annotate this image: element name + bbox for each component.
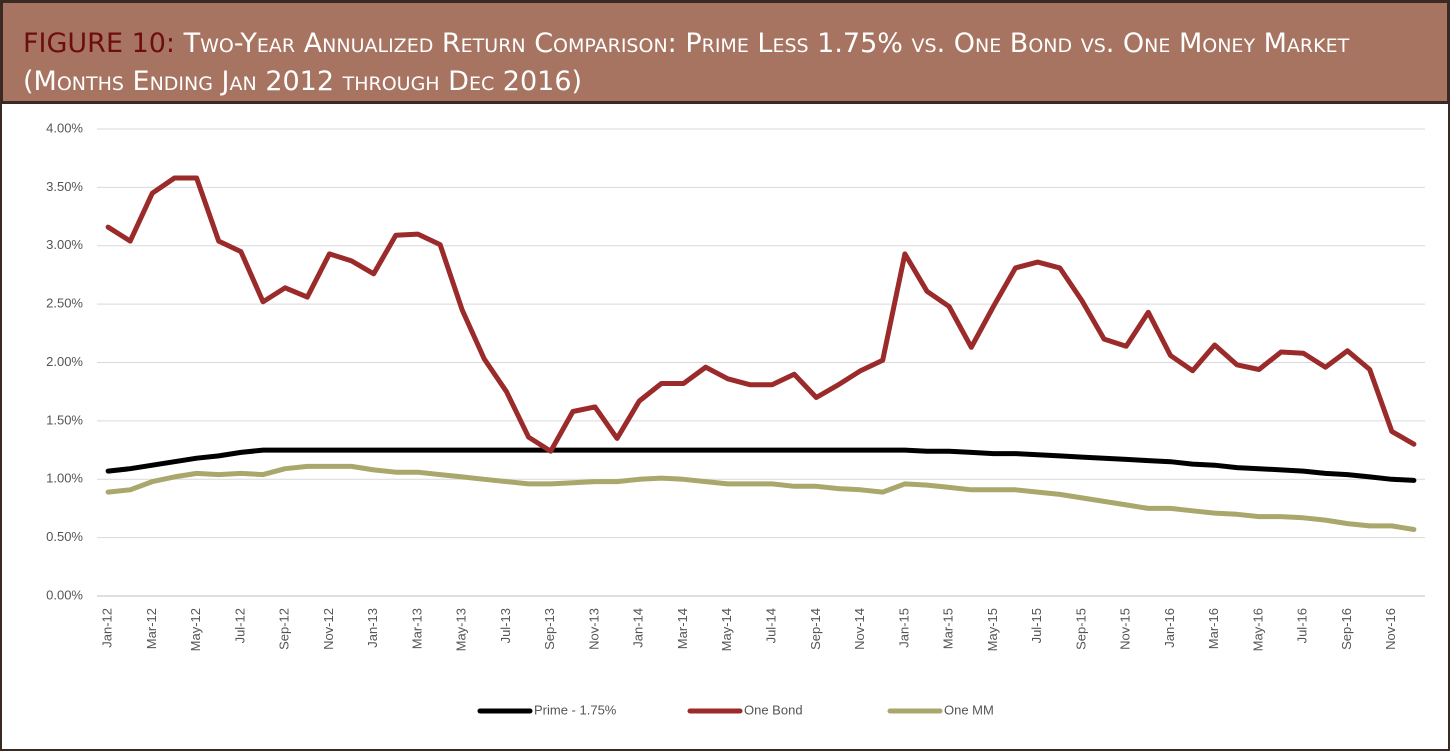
y-tick-label: 4.00% [46, 120, 83, 135]
x-tick-label: Jul-15 [1029, 608, 1044, 643]
y-tick-label: 2.00% [46, 354, 83, 369]
x-tick-label: Mar-13 [409, 608, 424, 649]
chart-title: Two-Year Annualized Return Comparison: P… [23, 28, 1350, 97]
y-tick-label: 3.00% [46, 237, 83, 252]
y-tick-label: 0.00% [46, 587, 83, 602]
x-tick-label: Mar-15 [941, 608, 956, 649]
legend-label: Prime - 1.75% [534, 702, 617, 717]
chart: 0.00% 0.50% 1.00% 1.50% 2.00% 2.50% 3.00% 3.50%… [46, 120, 1425, 717]
x-tick-label: Nov-14 [852, 608, 867, 650]
x-tick-label: May-14 [719, 608, 734, 651]
x-tick-label: Sep-15 [1073, 608, 1088, 650]
x-tick-label: May-16 [1250, 608, 1265, 651]
x-tick-label: May-15 [985, 608, 1000, 651]
figure-label: FIGURE 10: [23, 28, 176, 59]
legend-label: One MM [944, 702, 994, 717]
x-tick-label: Jan-12 [100, 608, 115, 648]
x-tick-label: Jul-14 [764, 608, 779, 643]
y-tick-label: 1.50% [46, 412, 83, 427]
chart-frame [0, 104, 1450, 751]
x-tick-label: Jan-16 [1162, 608, 1177, 648]
x-tick-label: Jul-12 [232, 608, 247, 643]
x-tick-label: May-13 [454, 608, 469, 651]
y-tick-label: 2.50% [46, 296, 83, 311]
series-line [105, 175, 1417, 454]
y-tick-label: 1.00% [46, 471, 83, 486]
x-tick-label: Mar-12 [144, 608, 159, 649]
x-tick-label: May-12 [188, 608, 203, 651]
y-tick-label: 0.50% [46, 529, 83, 544]
x-tick-label: Nov-16 [1383, 608, 1398, 650]
x-tick-label: Sep-13 [542, 608, 557, 650]
x-tick-label: Jan-13 [365, 608, 380, 648]
x-tick-label: Jan-15 [896, 608, 911, 648]
y-tick-label: 3.50% [46, 179, 83, 194]
x-tick-label: Nov-15 [1118, 608, 1133, 650]
x-tick-label: Jan-14 [631, 608, 646, 648]
x-tick-label: Mar-16 [1206, 608, 1221, 649]
x-tick-label: Sep-16 [1339, 608, 1354, 650]
header-text: FIGURE 10: Two-Year Annualized Return Co… [23, 25, 1403, 101]
x-tick-label: Mar-14 [675, 608, 690, 649]
x-tick-label: Sep-12 [277, 608, 292, 650]
x-tick-label: Jul-13 [498, 608, 513, 643]
x-tick-label: Nov-12 [321, 608, 336, 650]
header: FIGURE 10: Two-Year Annualized Return Co… [0, 0, 1450, 104]
series-line [105, 463, 1417, 532]
x-tick-label: Sep-14 [808, 608, 823, 650]
x-tick-label: Jul-16 [1295, 608, 1310, 643]
legend-label: One Bond [744, 702, 803, 717]
series-line [105, 447, 1417, 483]
x-tick-label: Nov-13 [586, 608, 601, 650]
